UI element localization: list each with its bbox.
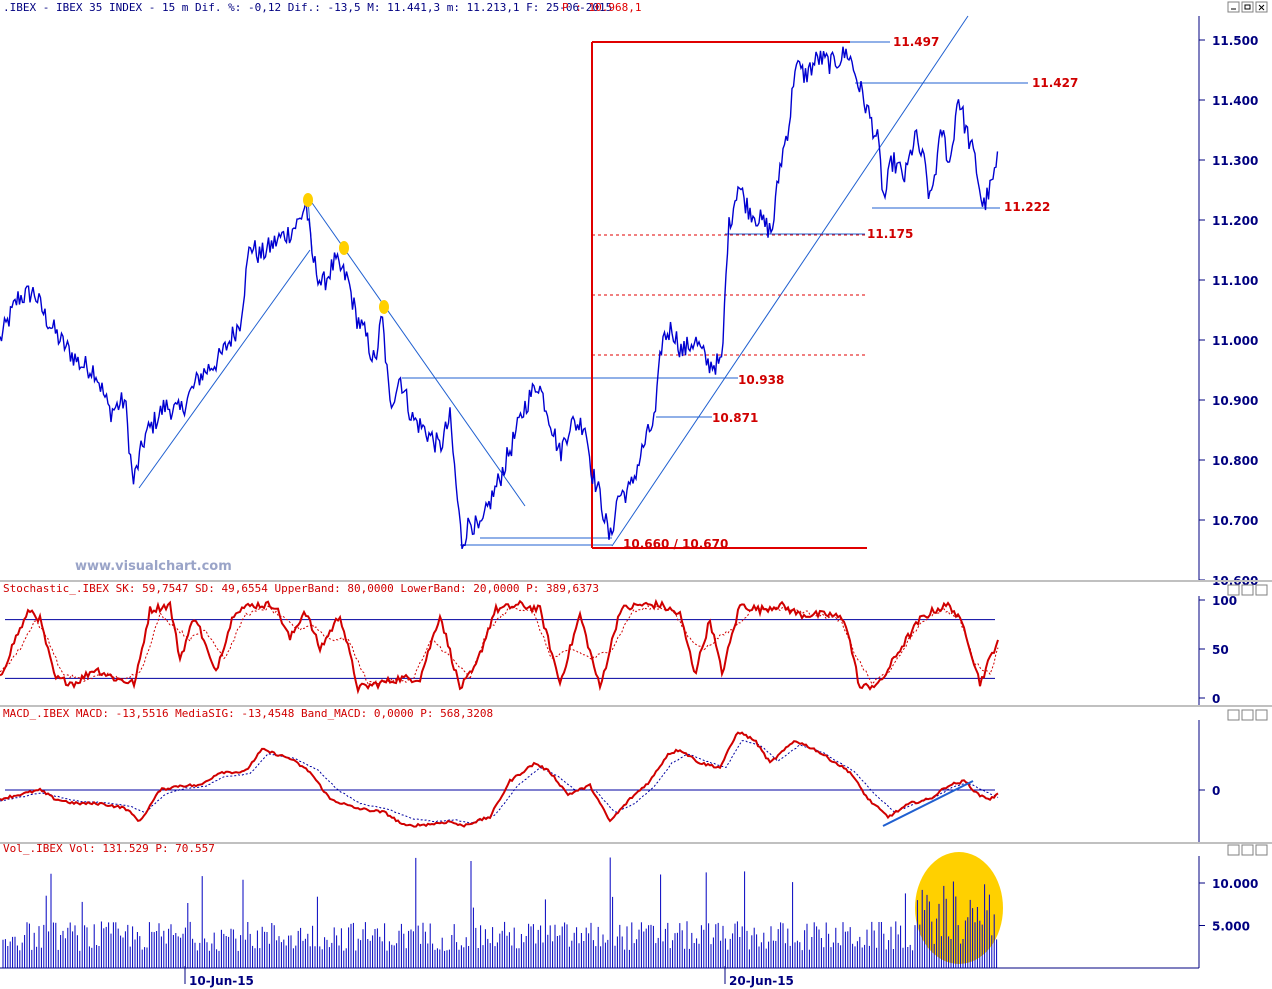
watermark: www.visualchart.com bbox=[75, 559, 232, 574]
volume-tick-label: 10.000 bbox=[1212, 877, 1258, 891]
level-label: 11.222 bbox=[1004, 200, 1050, 214]
restore-glyph bbox=[1244, 4, 1251, 10]
stochastic-title: Stochastic_.IBEX SK: 59,7547 SD: 49,6554… bbox=[3, 582, 599, 595]
time-tick-label: 20-Jun-15 bbox=[729, 974, 794, 988]
price-tick-label: 11.000 bbox=[1212, 334, 1258, 348]
stochastic-bands bbox=[5, 619, 995, 679]
stochastic-window-buttons bbox=[1227, 584, 1268, 596]
stochastic-tick-label: 0 bbox=[1212, 692, 1220, 706]
panel-divider bbox=[0, 842, 1272, 844]
macd-window-buttons bbox=[1227, 709, 1268, 721]
stochastic-panel: Stochastic_.IBEX SK: 59,7547 SD: 49,6554… bbox=[0, 580, 1272, 706]
macd-signal-line bbox=[0, 740, 999, 824]
price-tick-label: 11.200 bbox=[1212, 214, 1258, 228]
minimize-icon[interactable] bbox=[1227, 844, 1240, 856]
close-icon[interactable] bbox=[1255, 709, 1268, 721]
price-tick-label: 10.800 bbox=[1212, 454, 1258, 468]
trendline bbox=[611, 15, 969, 547]
minimize-icon[interactable] bbox=[1227, 584, 1240, 596]
stochastic-sd-line bbox=[0, 604, 999, 686]
last-price-label: P : 10.968,1 bbox=[562, 1, 641, 14]
minimize-icon[interactable] bbox=[1227, 1, 1240, 13]
restore-icon[interactable] bbox=[1241, 584, 1254, 596]
close-icon[interactable] bbox=[1255, 584, 1268, 596]
macd-divergence-line bbox=[882, 780, 974, 827]
level-label: 11.427 bbox=[1032, 76, 1078, 90]
price-tick-label: 11.300 bbox=[1212, 154, 1258, 168]
volume-bars bbox=[2, 857, 998, 968]
volume-tick-label: 5.000 bbox=[1212, 920, 1250, 934]
price-highlight-dots bbox=[303, 193, 389, 314]
time-tick-label: 10-Jun-15 bbox=[189, 974, 254, 988]
volume-window-buttons bbox=[1227, 844, 1268, 856]
price-level-lines bbox=[591, 41, 890, 549]
macd-y-axis: 0 bbox=[1199, 784, 1220, 798]
price-plot-area bbox=[0, 16, 1199, 580]
level-label: 11.175 bbox=[867, 227, 913, 241]
price-tick-label: 10.900 bbox=[1212, 394, 1258, 408]
close-glyph bbox=[1258, 4, 1265, 11]
price-title: .IBEX - IBEX 35 INDEX - 15 m Dif. %: -0,… bbox=[3, 1, 612, 14]
macd-tick-label: 0 bbox=[1212, 784, 1220, 798]
price-level-labels: 11.497 11.427 11.222 11.175 10.938 10.871 10.6… bbox=[623, 35, 1078, 551]
time-axis: 10-Jun-15 20-Jun-15 bbox=[0, 966, 1199, 988]
price-tick-label: 10.700 bbox=[1212, 514, 1258, 528]
macd-line bbox=[0, 731, 999, 828]
trendline bbox=[138, 249, 311, 489]
restore-icon[interactable] bbox=[1241, 709, 1254, 721]
close-icon[interactable] bbox=[1255, 844, 1268, 856]
stochastic-y-axis: 100 50 0 bbox=[1199, 594, 1237, 706]
panel-divider bbox=[0, 705, 1272, 707]
highlight-dot bbox=[379, 300, 389, 314]
macd-title: MACD_.IBEX MACD: -13,5516 MediaSIG: -13,… bbox=[3, 707, 493, 720]
volume-title: Vol_.IBEX Vol: 131.529 P: 70.557 bbox=[3, 842, 215, 855]
level-label: 10.938 bbox=[738, 373, 784, 387]
restore-icon[interactable] bbox=[1241, 1, 1254, 13]
stochastic-sk-line bbox=[0, 598, 999, 695]
level-label: 10.871 bbox=[712, 411, 758, 425]
price-tick-label: 11.100 bbox=[1212, 274, 1258, 288]
price-tick-label: 11.500 bbox=[1212, 34, 1258, 48]
price-y-axis: 11.500 11.400 11.300 11.200 11.100 11.000 10.9… bbox=[1199, 34, 1258, 588]
price-panel: .IBEX - IBEX 35 INDEX - 15 m Dif. %: -0,… bbox=[0, 1, 1268, 588]
volume-y-axis: 10.000 5.000 bbox=[1199, 877, 1258, 934]
price-window-buttons bbox=[1227, 1, 1268, 13]
level-label: 11.497 bbox=[893, 35, 939, 49]
price-tick-label: 11.400 bbox=[1212, 94, 1258, 108]
panel-divider bbox=[0, 580, 1272, 582]
minimize-icon[interactable] bbox=[1227, 709, 1240, 721]
stochastic-tick-label: 100 bbox=[1212, 594, 1237, 608]
macd-panel: MACD_.IBEX MACD: -13,5516 MediaSIG: -13,… bbox=[0, 705, 1272, 842]
level-label: 10.660 / 10.670 bbox=[623, 537, 728, 551]
restore-icon[interactable] bbox=[1241, 844, 1254, 856]
highlight-dot bbox=[303, 193, 313, 207]
price-series bbox=[0, 46, 999, 550]
highlight-dot bbox=[339, 241, 349, 255]
stochastic-tick-label: 50 bbox=[1212, 643, 1229, 657]
volume-panel: Vol_.IBEX Vol: 131.529 P: 70.557 10.000 5… bbox=[0, 842, 1272, 968]
